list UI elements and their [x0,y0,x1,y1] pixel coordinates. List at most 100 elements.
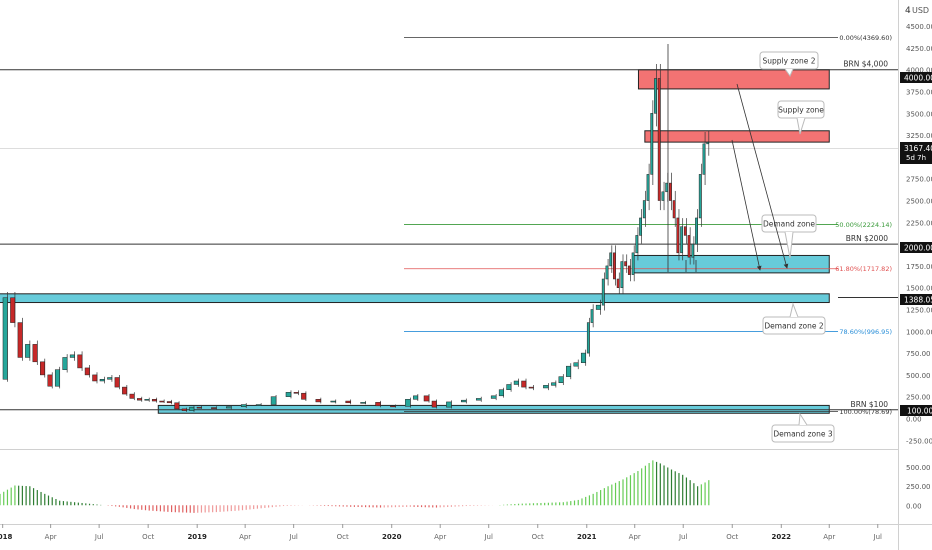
candle-up [580,352,586,363]
y-tick-label: -250.00 [906,437,932,445]
y-tick-label: 250.00 [906,394,931,402]
candle-up [62,357,68,370]
levels-layer: BRN $4,000 BRN $2000 BRN $100 0.00%(4369.60… [0,34,898,416]
candle-up [360,402,366,404]
candle-up [405,399,411,407]
candle-down [431,400,437,408]
candle-up [99,379,105,382]
candle-up [413,395,419,400]
candle-up [446,401,452,408]
time-axis[interactable]: 2018 Apr Jul Oct 2019 Apr Jul Oct 2020 Apr Jul Oct 2… [0,524,882,541]
candle-up [601,278,605,306]
candle-down [10,297,16,323]
y-tick-label: 1250.00 [906,307,932,315]
x-tick-label: Jul [483,533,493,541]
candle-down [122,386,128,395]
candle-down [624,261,627,267]
fib-0-label: 0.00%(4369.60) [839,34,892,42]
scale-menu-icon[interactable]: 4 [905,6,911,16]
candles-layer [2,63,710,412]
badge-100 [900,405,932,416]
candle-down [528,386,534,389]
badge-4000 [900,72,932,83]
candle-up [639,217,642,236]
candle-up [255,404,262,406]
y-tick-label: 4500.00 [906,23,932,31]
x-tick-label: 2019 [187,533,207,541]
candle-down [345,400,351,404]
candle-down [114,377,120,388]
candle-up [513,380,519,385]
fib-100-label: 100.00%(78.69) [839,408,892,416]
candle-down [613,252,616,280]
x-tick-label: 2021 [577,533,597,541]
candle-up [558,376,564,383]
candle-down [293,392,299,394]
badge-4000-label: 4000.00 [904,74,932,83]
supply-zone-box [644,130,830,143]
y-tick-label: 2250.00 [906,219,932,227]
supply-zone-callout-pointer [796,117,806,135]
candle-down [616,278,620,288]
y-tick-label: 4000.00 [906,67,932,75]
demand-zone-callout-pointer [784,231,794,259]
demand-zone-2-label: Demand zone 2 [764,322,823,331]
candle-up [620,261,624,288]
badge-1388 [900,294,932,305]
candle-down [174,402,180,410]
current-price-label: 3167.40 [904,144,932,153]
candle-up [595,304,601,310]
candle-up [285,392,292,397]
candle-down [40,361,46,376]
candle-down [211,407,217,409]
candle-down [657,78,661,201]
current-price-badge [900,142,932,164]
candle-up [706,142,710,145]
supply-zone-2-box [637,69,830,90]
candle-down [521,380,527,388]
candle-up [461,399,467,403]
y-tick-label: 750.00 [906,350,931,358]
candle-down [84,367,90,376]
candle-down [196,406,202,409]
badge-2000-label: 2000.00 [904,244,932,253]
countdown-label: 5d 7h [906,154,926,162]
annotations-layer: Supply zone 2 Supply zone Demand zone Deman… [667,44,835,443]
x-tick-label: Oct [337,533,349,541]
candle-down [151,399,157,402]
x-tick-label: Apr [629,533,641,541]
demand-zone-box [632,254,830,274]
x-tick-label: Apr [434,533,446,541]
candle-down [137,398,143,401]
y-tick-label: 2750.00 [906,176,932,184]
candle-up [590,309,594,323]
x-tick-label: Jul [94,533,104,541]
y-tick-label: 3500.00 [906,110,932,118]
candle-down [627,265,631,275]
supply-zone-2-label: Supply zone 2 [763,57,816,66]
candle-up [642,200,646,219]
candle-up [189,406,195,411]
y-tick-label: 3250.00 [906,132,932,140]
y-tick-label: 1500.00 [906,285,932,293]
brn-4000-line-label: BRN $4,000 [843,60,888,69]
y-tick-label: 4250.00 [906,45,932,53]
candle-up [226,406,232,409]
oscillator-axis: 0.00 250.00 500.00 [906,464,931,510]
candle-up [490,395,497,399]
candle-up [54,369,60,387]
candle-down [315,399,322,403]
x-tick-label: Apr [823,533,835,541]
x-tick-label: 2018 [0,533,13,541]
candle-down [669,182,672,201]
candle-up [691,243,695,258]
candle-up [69,354,75,358]
candle-down [687,235,691,258]
candle-up [698,174,702,219]
candle-up [635,235,639,254]
candle-down [129,393,135,399]
x-tick-label: Oct [142,533,154,541]
y-tick-label: 1750.00 [906,263,932,271]
